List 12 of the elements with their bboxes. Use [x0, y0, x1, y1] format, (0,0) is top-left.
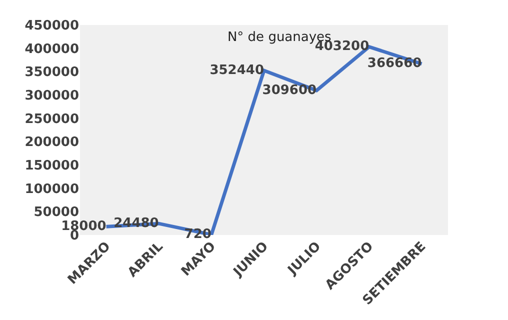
y-tick-label: 450000: [24, 18, 79, 34]
y-tick-label: 250000: [24, 112, 79, 127]
data-label: 309600: [262, 82, 317, 98]
y-tick-label: 300000: [24, 88, 79, 104]
y-tick-label: 200000: [24, 135, 79, 150]
y-tick-label: 50000: [34, 205, 79, 220]
y-tick-label: 350000: [24, 65, 79, 80]
y-tick-label: 150000: [24, 158, 79, 174]
data-label: 352440: [210, 62, 264, 78]
y-tick-label: 400000: [24, 42, 79, 57]
data-label: 366660: [367, 56, 422, 72]
y-tick-label: 100000: [24, 182, 79, 197]
